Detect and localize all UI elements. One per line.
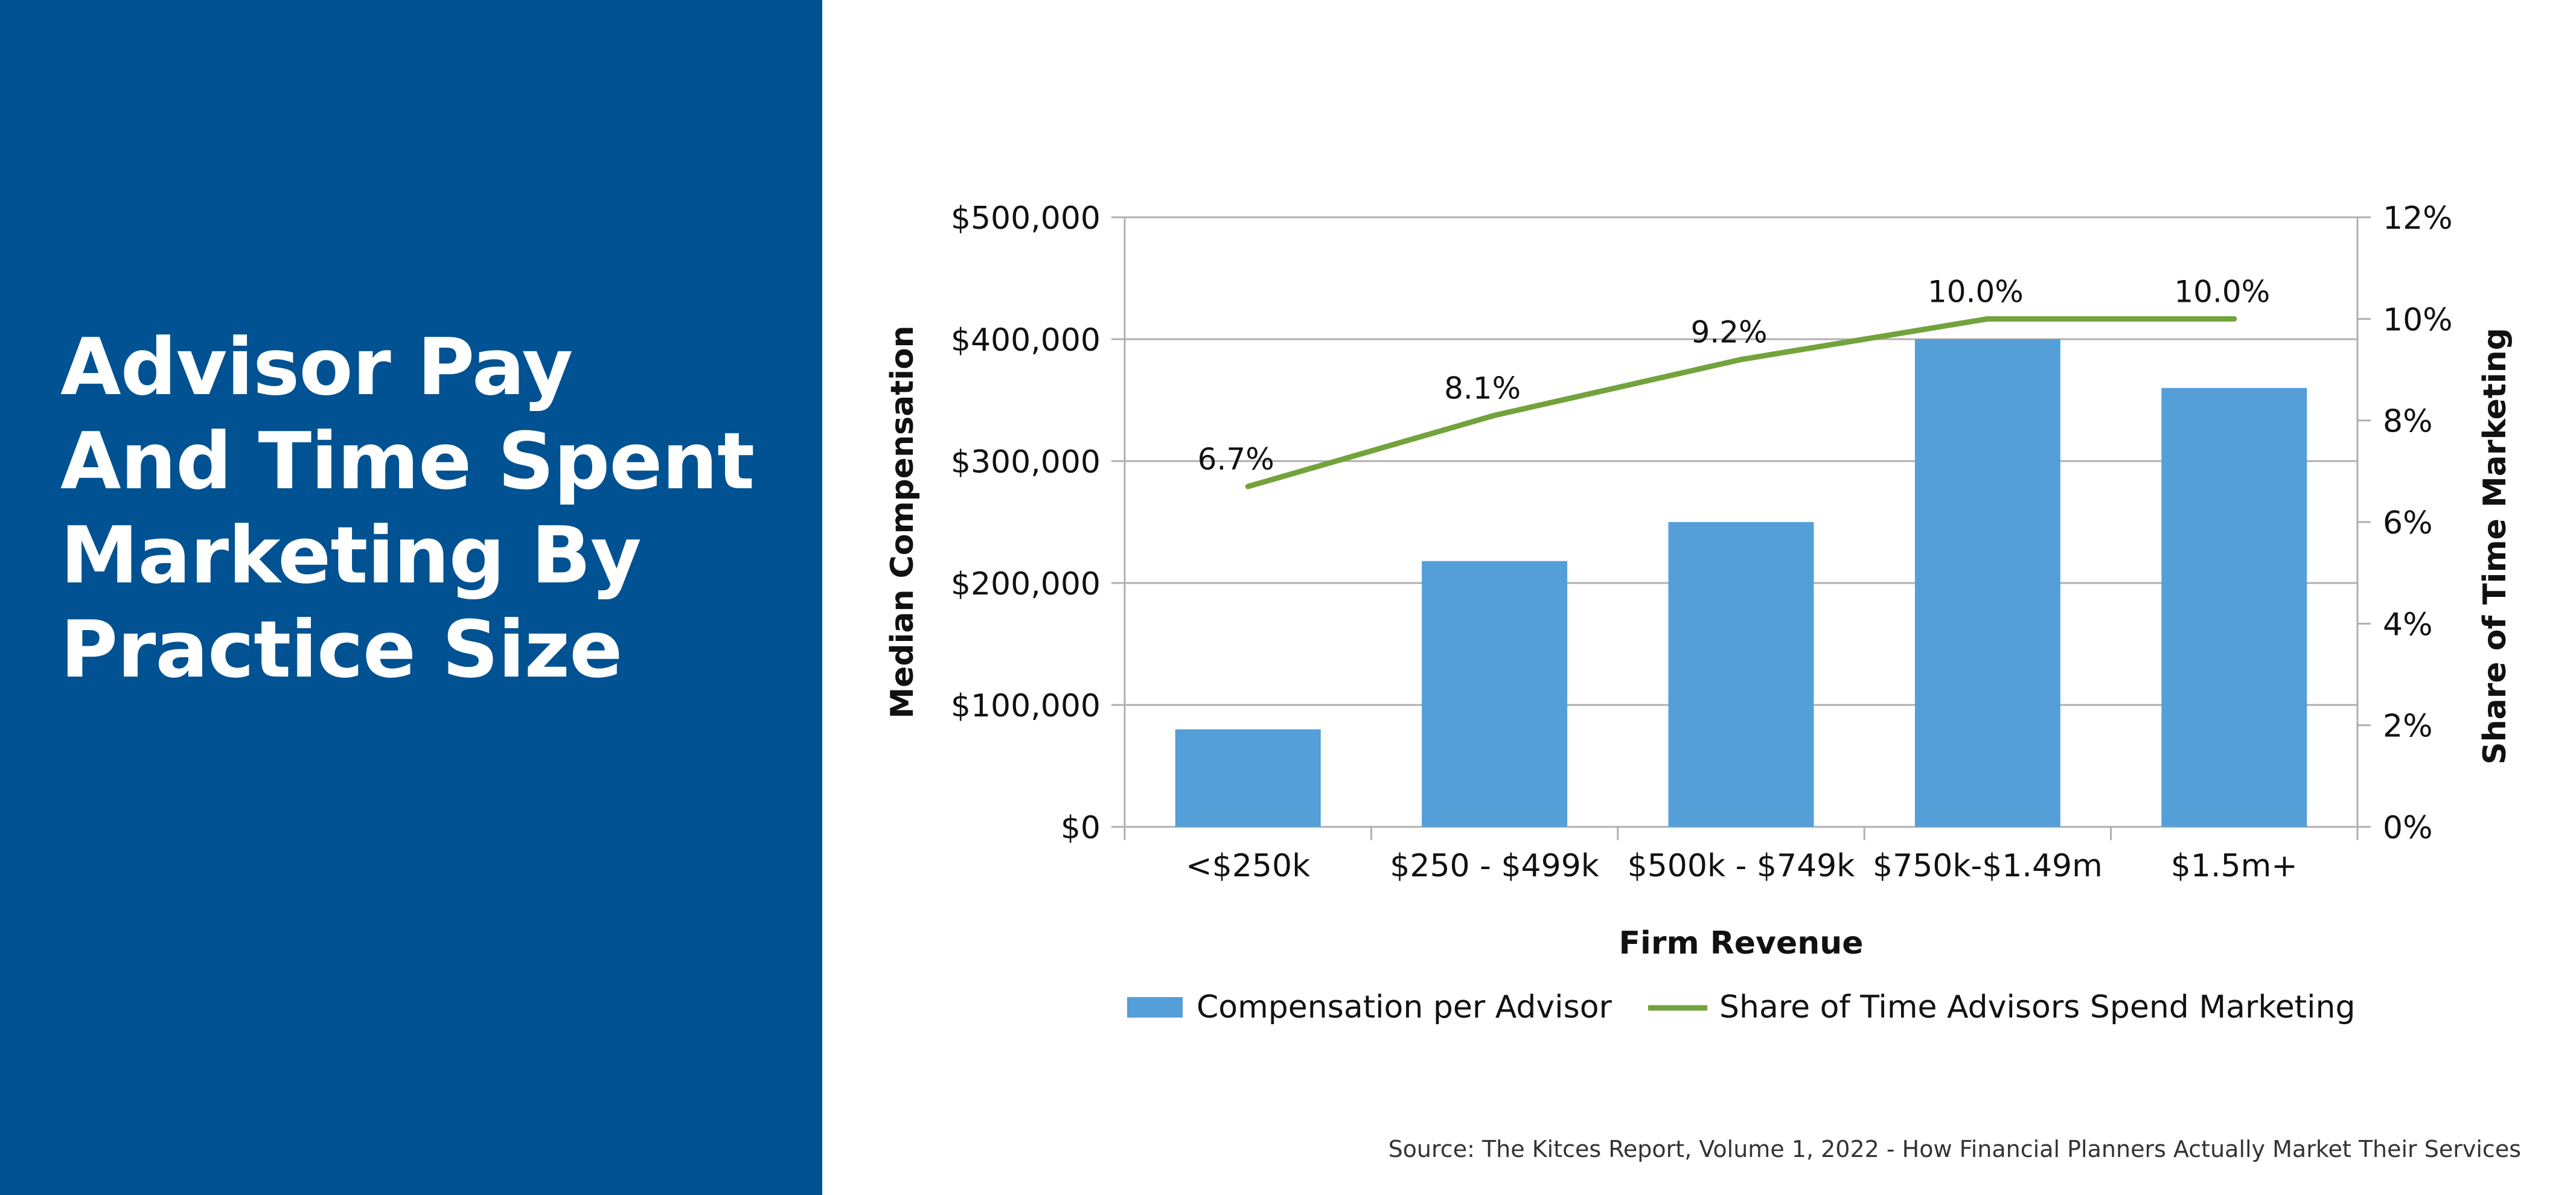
source-note: Source: The Kitces Report, Volume 1, 202… (1388, 1136, 2521, 1162)
y2-tick-label: 10% (2383, 302, 2453, 338)
x-tick-label: $500k - $749k (1628, 848, 1855, 884)
bar (1422, 561, 1568, 827)
data-label: 10.0% (2174, 274, 2270, 309)
y2-tick-label: 2% (2383, 709, 2433, 745)
y2-tick-label: 12% (2383, 200, 2453, 237)
data-label: 8.1% (1444, 371, 1521, 406)
bar (1668, 522, 1814, 827)
bar (1914, 339, 2060, 827)
x-tick-label: $1.5m+ (2171, 848, 2298, 884)
title-line-2: And Time Spent (60, 415, 755, 507)
legend-swatch-bar (1127, 997, 1183, 1018)
title-line-4: Practice Size (60, 604, 622, 695)
x-tick-label: <$250k (1186, 848, 1310, 884)
title-panel: Advisor Pay And Time Spent Marketing By … (0, 0, 822, 1195)
y2-tick-label: 4% (2383, 607, 2433, 643)
line-point (1245, 483, 1251, 489)
y-axis-title: Median Compensation (884, 325, 921, 718)
line-point (1984, 316, 1990, 322)
y-tick-label: $500,000 (951, 200, 1101, 237)
data-label: 6.7% (1198, 442, 1274, 477)
line-point (1492, 412, 1498, 418)
y2-tick-label: 0% (2383, 810, 2433, 846)
y-tick-label: $400,000 (951, 322, 1101, 358)
y-tick-label: $100,000 (951, 688, 1101, 724)
x-tick-label: $750k-$1.49m (1873, 848, 2103, 884)
data-label: 10.0% (1928, 274, 2024, 309)
data-label: 9.2% (1690, 315, 1767, 350)
y2-tick-label: 8% (2383, 404, 2433, 440)
legend-label: Share of Time Advisors Spend Marketing (1719, 989, 2355, 1025)
title-line-1: Advisor Pay (60, 321, 573, 413)
y2-tick-label: 6% (2383, 505, 2433, 541)
line-point (1738, 357, 1744, 363)
bar (1175, 729, 1321, 827)
y-tick-label: $300,000 (951, 444, 1101, 480)
title-line-3: Marketing By (60, 509, 642, 601)
legend-label: Compensation per Advisor (1197, 989, 1612, 1025)
x-tick-label: $250 - $499k (1390, 848, 1599, 884)
y2-axis-title: Share of Time Marketing (2477, 328, 2513, 765)
x-axis-title: Firm Revenue (1619, 925, 1863, 961)
y-tick-label: $200,000 (951, 566, 1101, 602)
y-tick-label: $0 (1061, 810, 1101, 846)
line-point (2231, 316, 2237, 322)
bar (2161, 387, 2307, 827)
page-title: Advisor Pay And Time Spent Marketing By … (60, 320, 797, 696)
